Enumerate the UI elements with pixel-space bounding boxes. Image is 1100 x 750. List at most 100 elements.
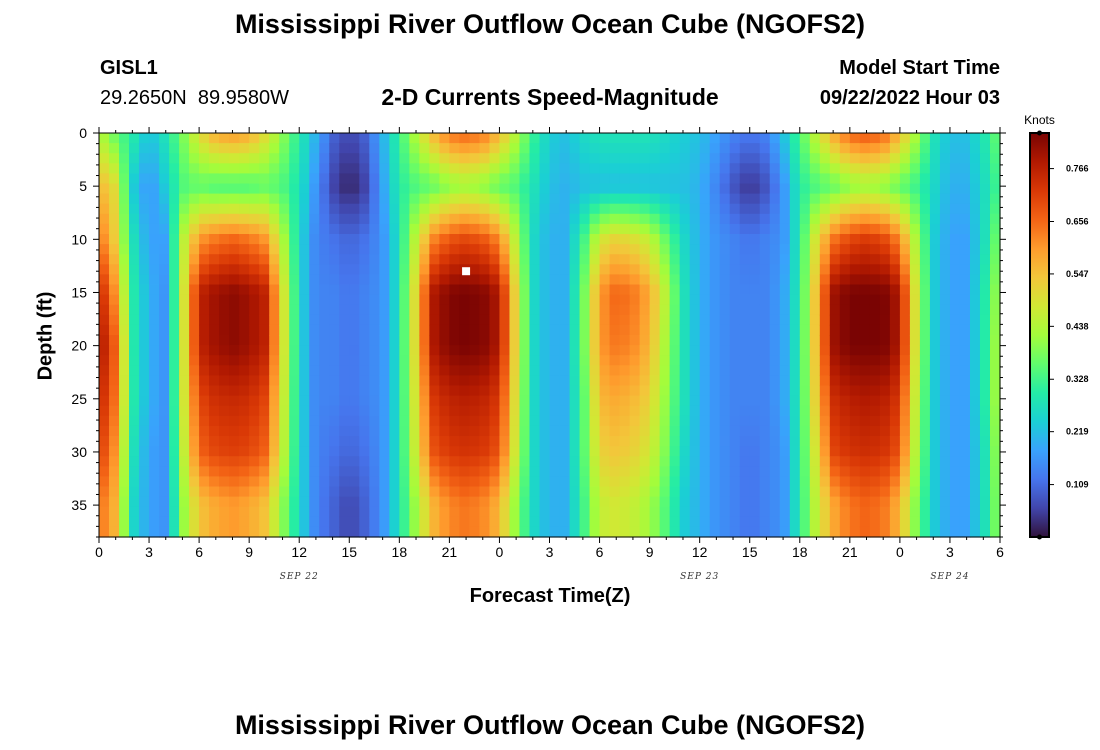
heatmap-cell — [149, 234, 160, 245]
heatmap-cell — [519, 264, 531, 275]
heatmap-cell — [139, 153, 150, 164]
heatmap-cell — [579, 345, 591, 356]
heatmap-cell — [949, 183, 961, 195]
heatmap-cell — [749, 284, 761, 296]
heatmap-cell — [569, 324, 581, 336]
heatmap-cell — [819, 244, 831, 255]
heatmap-cell — [649, 254, 661, 265]
heatmap-cell — [229, 375, 240, 387]
heatmap-cell — [489, 133, 501, 144]
heatmap-cell — [909, 234, 921, 245]
heatmap-cell — [209, 163, 220, 174]
heatmap-cell — [679, 496, 691, 508]
heatmap-cell — [449, 415, 460, 427]
heatmap-cell — [99, 223, 110, 235]
heatmap-cell — [169, 153, 180, 164]
heatmap-cell — [879, 466, 891, 477]
heatmap-cell — [669, 405, 681, 417]
heatmap-cell — [179, 486, 190, 498]
heatmap-cell — [829, 314, 841, 326]
heatmap-cell — [319, 395, 330, 407]
heatmap-cell — [449, 213, 460, 225]
heatmap-cell — [579, 506, 591, 518]
heatmap-cell — [939, 405, 951, 417]
heatmap-cell — [419, 335, 430, 346]
heatmap-cell — [719, 223, 731, 235]
heatmap-cell — [579, 476, 591, 488]
heatmap-cell — [269, 213, 280, 225]
heatmap-cell — [609, 415, 621, 427]
heatmap-cell — [249, 244, 260, 255]
heatmap-cell — [709, 324, 721, 336]
heatmap-cell — [289, 254, 300, 265]
heatmap-cell — [239, 133, 250, 144]
heatmap-cell — [229, 173, 240, 185]
heatmap-cell — [919, 244, 931, 255]
heatmap-cell — [709, 456, 721, 467]
heatmap-cell — [969, 486, 981, 498]
heatmap-cell — [429, 496, 440, 508]
heatmap-cell — [589, 466, 601, 477]
heatmap-cell — [449, 526, 460, 538]
heatmap-cell — [369, 324, 380, 336]
heatmap-cell — [259, 506, 270, 518]
heatmap-cell — [499, 153, 511, 164]
heatmap-cell — [969, 213, 981, 225]
heatmap-cell — [669, 133, 681, 144]
heatmap-cell — [219, 213, 230, 225]
heatmap-cell — [859, 183, 871, 195]
heatmap-cell — [819, 365, 831, 376]
heatmap-cell — [279, 385, 290, 397]
heatmap-cell — [349, 456, 360, 467]
heatmap-cell — [679, 335, 691, 346]
heatmap-cell — [139, 395, 150, 407]
heatmap-cell — [479, 456, 491, 467]
heatmap-cell — [419, 314, 430, 326]
heatmap-cell — [659, 446, 671, 457]
heatmap-cell — [109, 183, 120, 195]
heatmap-cell — [839, 385, 851, 397]
heatmap-cell — [649, 405, 661, 417]
heatmap-cell — [669, 153, 681, 164]
heatmap-cell — [669, 375, 681, 387]
heatmap-cell — [439, 496, 450, 508]
heatmap-cell — [319, 284, 330, 296]
heatmap-cell — [649, 234, 661, 245]
heatmap-cell — [559, 496, 571, 508]
heatmap-cell — [169, 244, 180, 255]
heatmap-cell — [259, 335, 270, 346]
heatmap-cell — [629, 365, 641, 376]
heatmap-cell — [589, 506, 601, 518]
heatmap-cell — [199, 476, 210, 488]
heatmap-cell — [829, 143, 841, 154]
heatmap-cell — [329, 385, 340, 397]
heatmap-cell — [759, 486, 771, 498]
heatmap-cell — [799, 294, 811, 306]
heatmap-cell — [479, 335, 491, 346]
heatmap-cell — [749, 133, 761, 144]
heatmap-cell — [209, 526, 220, 538]
heatmap-cell — [179, 183, 190, 195]
heatmap-cell — [979, 355, 991, 366]
heatmap-cell — [149, 425, 160, 437]
heatmap-cell — [169, 223, 180, 235]
heatmap-cell — [869, 405, 881, 417]
heatmap-cell — [109, 456, 120, 467]
heatmap-cell — [979, 163, 991, 174]
heatmap-cell — [739, 183, 751, 195]
heatmap-cell — [509, 304, 521, 316]
heatmap-cell — [829, 516, 841, 528]
heatmap-cell — [819, 213, 831, 225]
heatmap-cell — [589, 375, 601, 387]
heatmap-cell — [459, 506, 471, 518]
heatmap-cell — [909, 254, 921, 265]
heatmap-cell — [719, 436, 731, 447]
heatmap-cell — [139, 335, 150, 346]
heatmap-cell — [789, 476, 801, 488]
heatmap-cell — [989, 436, 1001, 447]
heatmap-cell — [679, 486, 691, 498]
heatmap-cell — [209, 203, 220, 215]
heatmap-cell — [369, 385, 380, 397]
heatmap-cell — [369, 183, 380, 195]
heatmap-cell — [959, 345, 971, 356]
